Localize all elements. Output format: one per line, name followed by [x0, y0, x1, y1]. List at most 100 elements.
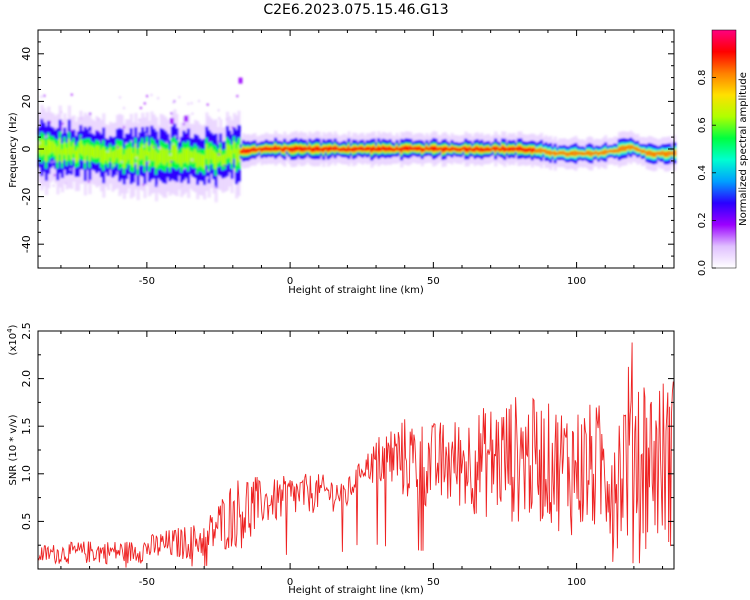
- spectrogram-cell: [102, 147, 106, 164]
- spectrogram-speck: [169, 153, 172, 156]
- spectrogram-y-ticks: -40 -20 0 20 40: [20, 41, 674, 257]
- spectrogram-speck: [106, 150, 109, 153]
- spectrogram-cell: [143, 150, 147, 166]
- spectrogram-cell: [67, 138, 72, 155]
- y-tick-label: 0: [20, 146, 33, 153]
- spectrogram-cell: [324, 146, 328, 151]
- spectrogram-cell: [409, 145, 413, 151]
- spectrogram-cell: [205, 144, 209, 160]
- spectrogram-cell: [443, 146, 447, 152]
- spectrogram-cell: [411, 147, 415, 151]
- spectrogram-cell: [425, 146, 429, 150]
- spectrogram-cell: [537, 148, 541, 153]
- spectrogram-cell: [278, 146, 282, 151]
- spectrogram-cell: [262, 147, 266, 151]
- y-tick-label: 1.5: [20, 417, 33, 435]
- spectrogram-speck: [87, 180, 90, 183]
- spectrogram-cell: [590, 151, 594, 157]
- spectrogram-cell: [56, 146, 60, 162]
- spectrogram-cell: [290, 147, 294, 153]
- spectrogram-speck: [130, 139, 133, 142]
- spectrogram-cell: [370, 147, 374, 153]
- spectrogram-speck: [236, 95, 239, 98]
- spectrogram-cell: [407, 146, 411, 152]
- spectrogram-cell: [260, 147, 264, 152]
- spectrogram-cell: [542, 149, 546, 153]
- spectrogram-cell: [276, 146, 280, 151]
- snr-y-axis-label: SNR (10 * v/v): [8, 414, 19, 485]
- spectrogram-speck: [217, 153, 220, 156]
- y-tick-label: 2.5: [20, 322, 33, 340]
- spectrogram-speck: [172, 101, 175, 104]
- spectrogram-cell: [649, 151, 654, 156]
- spectrogram-cell: [594, 150, 599, 155]
- spectrogram-cell: [581, 151, 585, 156]
- spectrogram-cell: [427, 147, 431, 151]
- spectrogram-cell: [413, 146, 418, 151]
- colorbar-tick-label: 0.6: [697, 117, 708, 133]
- snr-panel: -50 0 50 100 0.5 1.0 1.5 2.0 2.5 Height of stra…: [6, 322, 675, 596]
- spectrogram-cell: [223, 154, 227, 165]
- spectrogram-cell: [636, 147, 640, 152]
- spectrogram-speck: [143, 145, 146, 148]
- spectrogram-cell: [308, 145, 312, 151]
- spectrogram-cell: [125, 149, 129, 164]
- spectrogram-cell: [503, 146, 507, 152]
- colorbar-scale: [711, 29, 737, 269]
- spectrogram-cell: [106, 152, 111, 164]
- spectrogram-cell: [659, 151, 663, 156]
- spectrogram-cell: [400, 147, 404, 153]
- spectrogram-speck: [198, 100, 200, 103]
- spectrogram-cell: [501, 145, 505, 151]
- spectrogram-cell: [297, 146, 301, 151]
- spectrogram-cell: [588, 150, 592, 156]
- spectrogram-cell: [434, 146, 438, 151]
- spectrogram-cell: [395, 146, 399, 151]
- spectrogram-speck: [44, 136, 47, 139]
- spectrogram-cell: [299, 146, 303, 152]
- spectrogram-speck: [170, 160, 173, 163]
- spectrogram-cell: [354, 146, 358, 152]
- spectrogram-cell: [157, 153, 161, 165]
- spectrogram-speck: [80, 117, 83, 120]
- spectrogram-speck: [43, 94, 46, 97]
- spectrogram-cell: [519, 146, 523, 151]
- spectrogram-cell: [365, 146, 369, 151]
- spectrogram-speck: [159, 146, 162, 149]
- spectrogram-cell: [180, 152, 184, 167]
- spectrogram-cell: [283, 146, 287, 152]
- x-tick-label: -50: [139, 276, 155, 287]
- spectrogram-speck: [89, 112, 92, 115]
- spectrogram-cell: [44, 145, 49, 162]
- spectrogram-cell: [622, 145, 626, 151]
- spectrogram-cell: [560, 151, 564, 155]
- spectrogram-cell: [331, 146, 335, 151]
- spectrogram-cell: [340, 147, 344, 152]
- spectrogram-cell: [494, 146, 498, 152]
- spectrogram-speck: [40, 180, 43, 183]
- spectrogram-speck: [174, 181, 177, 184]
- spectrogram-cell: [74, 150, 78, 163]
- spectrogram-cell: [219, 148, 223, 162]
- x-tick-label: 50: [427, 577, 440, 588]
- spectrogram-speck: [83, 160, 86, 163]
- spectrogram-cell: [166, 149, 170, 163]
- spectrogram-cell: [404, 145, 408, 151]
- spectrogram-cell: [198, 153, 202, 166]
- spectrogram-cell: [58, 138, 62, 155]
- spectrogram-speck: [194, 170, 197, 173]
- spectrogram-cell: [122, 154, 127, 169]
- spectrogram-cell: [471, 148, 475, 152]
- spectrogram-cell: [629, 145, 633, 150]
- spectrogram-cell: [457, 148, 461, 152]
- spectrogram-cell: [361, 146, 365, 151]
- spectrogram-speck: [72, 158, 75, 161]
- spectrogram-cell: [72, 142, 76, 154]
- svg-text:(x104): (x104): [6, 324, 19, 355]
- spectrogram-speck: [197, 147, 200, 150]
- spectrogram-speck: [153, 146, 155, 149]
- spectrogram-speck: [207, 176, 210, 179]
- spectrogram-speck: [183, 167, 186, 170]
- spectrogram-cell: [228, 145, 232, 158]
